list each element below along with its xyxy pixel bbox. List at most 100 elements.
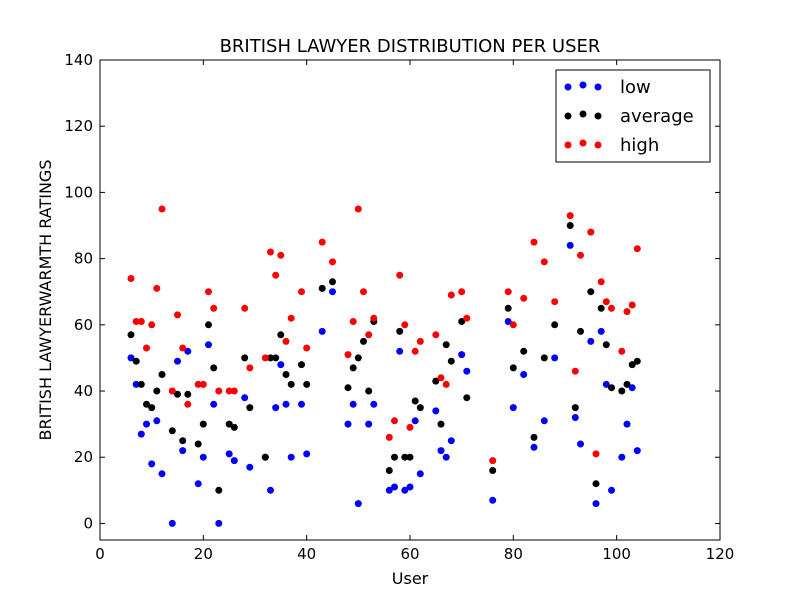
data-point-high (401, 321, 409, 329)
data-point-average (272, 354, 280, 362)
data-point-low (241, 394, 249, 402)
data-point-average (225, 420, 233, 428)
data-point-high (179, 344, 187, 352)
data-point-average (571, 404, 579, 412)
data-point-average (530, 433, 538, 441)
data-point-average (520, 347, 528, 355)
data-point-high (566, 212, 574, 220)
data-point-low (210, 400, 218, 408)
data-point-low (540, 417, 548, 425)
data-point-high (406, 423, 414, 431)
data-point-low (458, 351, 466, 359)
data-point-low (566, 241, 574, 249)
data-point-low (365, 420, 373, 428)
data-point-high (504, 288, 512, 296)
data-point-high (592, 450, 600, 458)
data-point-high (416, 337, 424, 345)
x-tick-label: 40 (297, 545, 316, 563)
y-tick-label: 40 (74, 382, 93, 400)
data-point-average (360, 337, 367, 345)
data-point-high (633, 245, 641, 253)
data-point-average (148, 404, 156, 412)
data-point-high (432, 331, 440, 339)
data-point-low (153, 417, 161, 425)
x-tick-label: 20 (194, 545, 213, 563)
data-point-average (158, 371, 166, 378)
data-point-low (194, 480, 202, 488)
data-point-high (287, 314, 295, 322)
data-point-high (277, 251, 285, 259)
data-point-low (406, 483, 414, 491)
legend-marker-low (564, 83, 572, 91)
data-point-low (303, 450, 311, 458)
data-point-high (282, 337, 290, 345)
data-point-high (272, 271, 280, 279)
data-point-high (158, 205, 166, 213)
data-point-low (158, 470, 166, 478)
data-point-low (349, 400, 357, 408)
data-point-high (458, 288, 466, 296)
data-point-average (153, 387, 161, 395)
data-point-high (602, 298, 610, 306)
data-point-average (282, 371, 290, 378)
data-point-average (344, 384, 352, 392)
data-point-average (132, 357, 140, 365)
legend-marker-average (594, 112, 602, 120)
data-point-high (628, 301, 636, 309)
data-point-low (277, 361, 285, 369)
data-point-low (184, 347, 192, 355)
data-point-average (608, 384, 615, 392)
y-tick-label: 20 (74, 448, 93, 466)
data-point-average (416, 404, 424, 412)
data-point-low (416, 470, 424, 478)
data-point-average (633, 357, 641, 365)
data-point-low (577, 440, 584, 448)
legend-marker-low (579, 81, 587, 89)
data-point-average (210, 364, 218, 372)
data-point-average (349, 364, 357, 372)
data-point-high (354, 205, 362, 213)
data-point-average (396, 327, 404, 335)
data-point-low (174, 357, 181, 365)
data-point-average (602, 341, 610, 349)
data-point-average (329, 278, 336, 286)
data-point-average (587, 288, 595, 296)
data-point-high (437, 374, 445, 382)
data-point-low (551, 354, 559, 362)
data-point-high (577, 251, 584, 259)
data-point-high (329, 258, 336, 266)
data-point-high (194, 380, 202, 388)
data-points (127, 205, 641, 527)
data-point-high (267, 248, 274, 256)
data-point-average (411, 397, 419, 405)
chart-title: BRITISH LAWYER DISTRIBUTION PER USER (220, 36, 601, 57)
legend-marker-high (579, 139, 587, 147)
data-point-average (463, 394, 471, 402)
data-point-high (153, 284, 161, 292)
data-point-high (137, 318, 145, 325)
data-point-average (303, 380, 311, 388)
data-point-average (261, 453, 269, 461)
data-point-low (230, 457, 238, 465)
data-point-average (184, 390, 192, 398)
data-point-low (530, 443, 538, 451)
data-point-average (577, 327, 584, 335)
y-tick-label: 120 (64, 117, 93, 135)
data-point-average (277, 331, 285, 339)
data-point-average (241, 354, 249, 362)
y-tick-label: 0 (83, 514, 93, 532)
data-point-low (391, 483, 398, 491)
data-point-average (489, 467, 497, 474)
data-point-average (215, 486, 223, 494)
data-point-high (344, 351, 352, 359)
y-axis-label: BRITISH LAWYERWARMTH RATINGS (36, 160, 55, 441)
data-point-low (318, 327, 326, 335)
x-tick-label: 100 (602, 545, 631, 563)
data-point-high (318, 238, 326, 246)
data-point-high (520, 294, 528, 302)
data-point-low (205, 341, 212, 349)
data-point-high (396, 271, 404, 279)
y-tick-label: 100 (64, 183, 93, 201)
data-point-low (633, 447, 641, 455)
y-tick-label: 60 (74, 316, 93, 334)
